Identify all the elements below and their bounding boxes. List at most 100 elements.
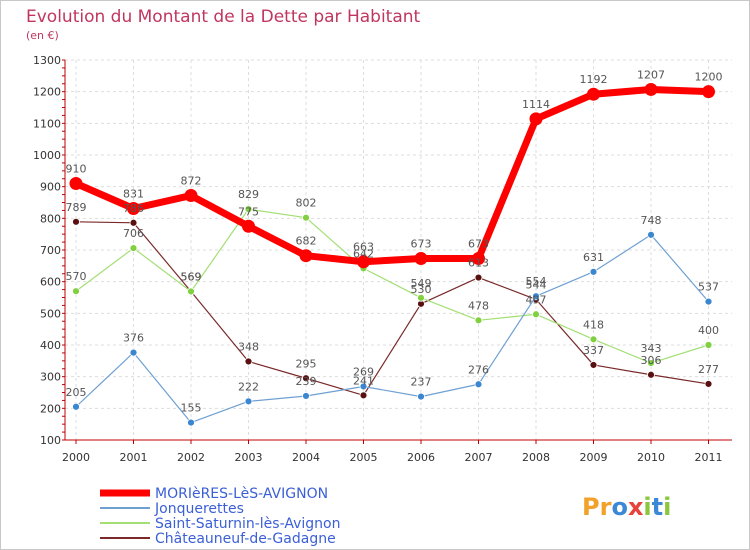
y-tick-label: 700 <box>40 244 61 257</box>
data-point <box>242 219 255 233</box>
data-point <box>474 316 483 325</box>
data-label: 613 <box>468 257 489 270</box>
data-point <box>129 348 138 357</box>
data-label: 530 <box>411 283 432 296</box>
y-tick-label: 1200 <box>33 86 61 99</box>
y-tick-label: 900 <box>40 181 61 194</box>
series-line <box>74 85 709 266</box>
data-label: 642 <box>353 247 374 260</box>
data-point <box>359 391 368 400</box>
data-label: 295 <box>296 357 317 370</box>
data-label: 775 <box>238 205 259 218</box>
y-tick-label: 600 <box>40 276 61 289</box>
x-tick-label: 2001 <box>120 451 148 464</box>
data-point <box>244 205 253 214</box>
x-tick-label: 2007 <box>465 451 493 464</box>
x-tick-label: 2009 <box>580 451 608 464</box>
data-point <box>589 267 598 276</box>
y-tick-label: 200 <box>40 402 61 415</box>
data-point <box>529 112 543 126</box>
x-tick-label: 2010 <box>637 451 665 464</box>
logo-letter: i <box>643 493 651 521</box>
data-labels: 910 831 872 682 663 673 673 1114 1192 1207 1200 205… <box>66 68 723 414</box>
data-point <box>187 287 195 296</box>
series-line <box>75 221 709 396</box>
data-label: 663 <box>353 241 374 254</box>
data-label: 497 <box>526 293 547 306</box>
data-label: 343 <box>641 342 662 355</box>
data-label: 631 <box>583 251 604 264</box>
data-point <box>72 402 80 411</box>
data-point <box>357 255 370 269</box>
data-point <box>127 202 140 216</box>
x-tick-label: 2005 <box>350 451 378 464</box>
data-point <box>704 380 713 388</box>
data-label: 554 <box>526 275 547 288</box>
data-point <box>414 252 428 266</box>
series-line <box>75 234 709 424</box>
data-point <box>417 392 425 401</box>
data-point <box>302 374 310 383</box>
data-label: 682 <box>296 235 317 248</box>
data-point <box>474 380 483 389</box>
data-point <box>129 244 138 253</box>
logo-letter: r <box>600 493 612 521</box>
data-label: 569 <box>181 270 202 283</box>
data-label: 549 <box>411 277 432 290</box>
data-label: 1114 <box>522 98 550 111</box>
data-point <box>589 361 598 369</box>
axes: 100 200 300 400 500 600 700 800 900 1000 1100 1200 1… <box>33 54 732 464</box>
series <box>69 82 715 427</box>
legend-label: Châteauneuf-de-Gadagne <box>155 531 336 547</box>
data-label: 1207 <box>637 68 665 81</box>
y-tick-label: 400 <box>40 339 61 352</box>
logo-letter: i <box>663 493 671 521</box>
data-label: 222 <box>238 380 259 393</box>
data-point <box>704 341 713 349</box>
legend-label: Jonquerettes <box>154 501 244 517</box>
data-label: 306 <box>641 354 662 367</box>
legend: MORIèRES-LèS-AVIGNONJonquerettesSaint-Sa… <box>100 486 340 547</box>
x-tick-label: 2002 <box>177 451 205 464</box>
data-point <box>647 370 655 379</box>
y-tick-label: 1000 <box>33 149 61 162</box>
plot-area <box>65 60 732 440</box>
y-tick-label: 1100 <box>33 117 61 130</box>
data-label: 537 <box>698 281 719 294</box>
data-point <box>129 218 138 227</box>
data-point <box>184 189 198 203</box>
data-point <box>474 273 483 282</box>
data-label: 205 <box>66 386 87 399</box>
data-label: 400 <box>698 324 719 337</box>
data-label: 155 <box>181 402 202 415</box>
data-point <box>187 418 195 427</box>
data-label: 789 <box>66 201 87 214</box>
grid <box>65 59 732 441</box>
data-point <box>302 213 310 222</box>
chart-title: Evolution du Montant de la Dette par Hab… <box>26 7 421 27</box>
data-label: 241 <box>353 374 374 387</box>
data-label: 910 <box>66 163 87 176</box>
data-label: 802 <box>296 197 317 210</box>
series-line <box>75 208 709 364</box>
data-point <box>647 359 655 367</box>
data-point <box>359 382 368 391</box>
y-tick-label: 500 <box>40 307 61 320</box>
data-label: 348 <box>238 340 259 353</box>
proxiti-logo: Proxiti <box>582 493 671 521</box>
data-label: 239 <box>296 375 317 388</box>
data-label: 269 <box>353 365 374 378</box>
y-tick-label: 1300 <box>33 54 61 67</box>
data-point <box>299 249 313 263</box>
data-label: 748 <box>641 214 662 227</box>
x-tick-label: 2000 <box>62 451 90 464</box>
data-label: 337 <box>583 344 604 357</box>
data-label: 418 <box>583 318 604 331</box>
data-label: 1200 <box>695 71 723 84</box>
x-tick-label: 2008 <box>522 451 550 464</box>
data-point <box>417 293 425 302</box>
data-label: 673 <box>411 238 432 251</box>
data-point <box>589 335 598 344</box>
data-label: 276 <box>468 363 489 376</box>
data-label: 1192 <box>580 73 608 86</box>
